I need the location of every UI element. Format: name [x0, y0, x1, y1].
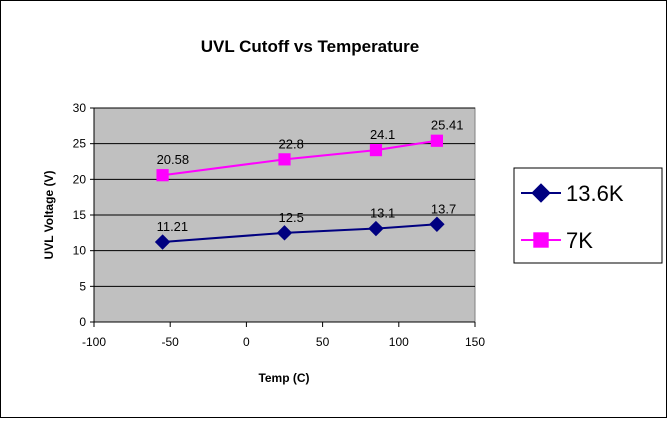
chart-title: UVL Cutoff vs Temperature: [201, 37, 420, 56]
y-tick-label: 5: [79, 279, 86, 293]
data-point-marker: [156, 169, 169, 182]
x-tick-label: -50: [162, 335, 180, 349]
y-axis-title: UVL Voltage (V): [42, 171, 56, 260]
legend-label: 7K: [566, 228, 593, 253]
y-tick-label: 0: [79, 315, 86, 329]
data-label: 20.58: [157, 152, 190, 167]
x-tick-label: 50: [316, 335, 330, 349]
x-tick-label: 150: [465, 335, 485, 349]
series-lines: [154, 134, 445, 250]
y-tick-label: 10: [73, 244, 87, 258]
data-label: 24.1: [370, 127, 395, 142]
legend: 13.6K 7K: [513, 167, 663, 264]
x-axis-title: Temp (C): [258, 371, 309, 385]
data-label: 25.41: [431, 118, 464, 133]
y-tick-label: 25: [73, 137, 87, 151]
data-label: 12.5: [279, 210, 304, 225]
data-label: 22.8: [279, 136, 304, 151]
legend-marker: [531, 183, 551, 203]
data-labels: 11.21 12.5 13.1 13.7 20.58 22.8 24.1 25.41: [157, 118, 464, 234]
legend-marker: [533, 232, 549, 248]
data-point-marker: [276, 225, 293, 241]
data-point-marker: [429, 216, 445, 232]
data-point-marker: [278, 153, 291, 166]
y-tick-label: 15: [73, 208, 87, 222]
data-point-marker: [369, 143, 383, 157]
data-point-marker: [368, 220, 384, 237]
data-label: 13.1: [370, 206, 395, 221]
legend-label: 13.6K: [566, 181, 624, 206]
x-tick-label: 100: [389, 335, 409, 349]
data-point-marker: [154, 234, 171, 250]
data-label: 13.7: [431, 201, 456, 216]
y-tick-label: 30: [73, 101, 87, 115]
x-tick-label: 0: [243, 335, 250, 349]
x-tick-label: -100: [82, 335, 106, 349]
series-line-1: [162, 139, 438, 177]
y-tick-label: 20: [73, 172, 87, 186]
data-label: 11.21: [157, 219, 189, 234]
series-line-0: [162, 223, 437, 244]
data-point-marker: [430, 134, 443, 147]
axes: 0 5 10 15 20 25 30 -100 -50 0 50 100 150: [73, 101, 486, 349]
